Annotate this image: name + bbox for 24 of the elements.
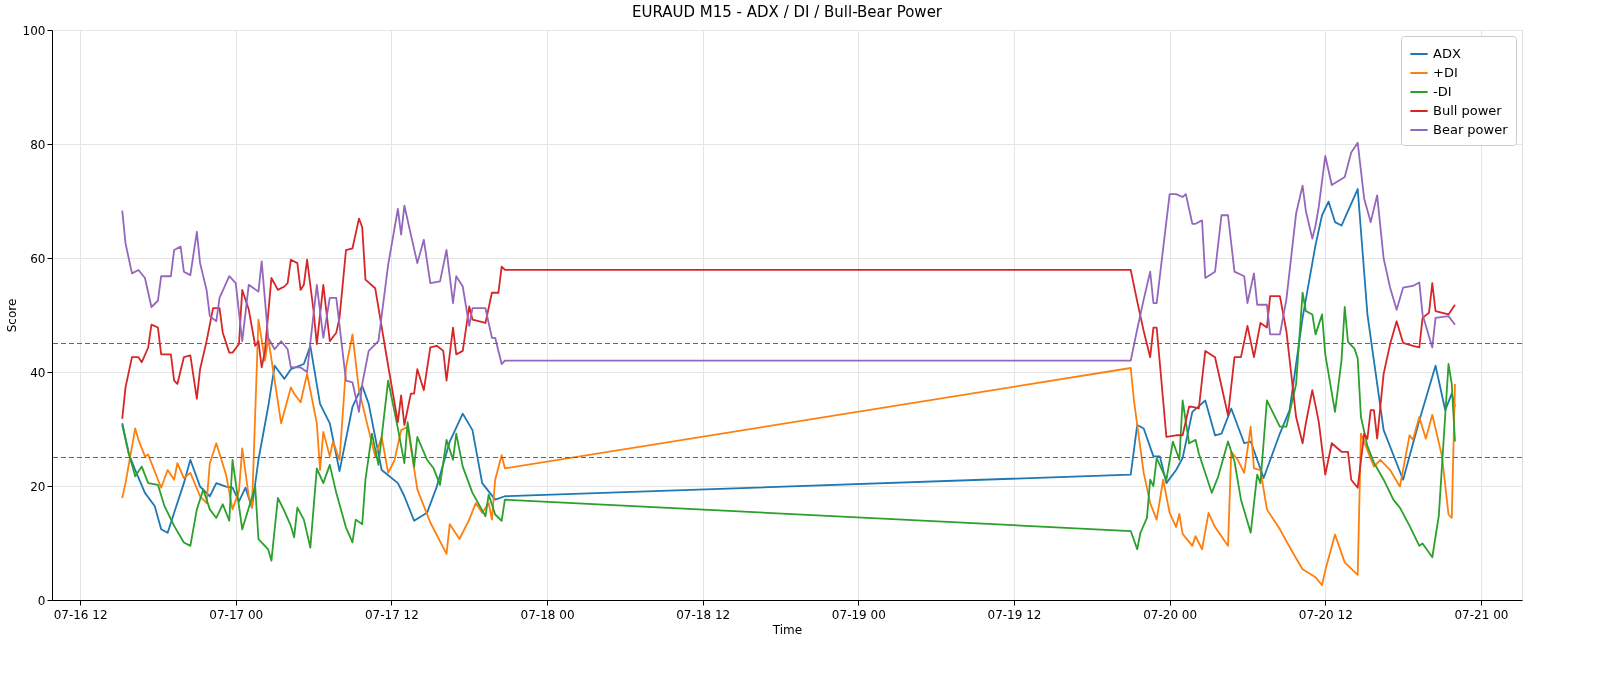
legend-label: Bear power	[1433, 122, 1509, 137]
x-tick-label: 07-20 00	[1143, 607, 1198, 622]
chart-title: EURAUD M15 - ADX / DI / Bull-Bear Power	[631, 3, 943, 21]
x-tick-label: 07-18 12	[676, 607, 731, 622]
x-tick-label: 07-16 12	[53, 607, 108, 622]
legend-label: +DI	[1433, 65, 1458, 80]
x-tick-label: 07-18 00	[520, 607, 575, 622]
y-tick-label: 80	[30, 137, 46, 152]
x-tick-label: 07-21 00	[1454, 607, 1509, 622]
y-tick-label: 20	[30, 479, 46, 494]
x-tick-label: 07-17 12	[364, 607, 419, 622]
y-tick-label: 100	[22, 23, 46, 38]
x-tick-label: 07-20 12	[1298, 607, 1353, 622]
y-tick-label: 0	[37, 593, 46, 608]
legend-label: -DI	[1433, 84, 1452, 99]
legend-label: Bull power	[1433, 103, 1503, 118]
x-tick-label: 07-19 00	[831, 607, 886, 622]
y-axis-title: Score	[4, 298, 19, 333]
x-axis-title: Time	[771, 622, 803, 637]
x-tick-label: 07-17 00	[209, 607, 264, 622]
y-tick-label: 60	[30, 251, 46, 266]
y-tick-label: 40	[30, 365, 46, 380]
legend-label: ADX	[1433, 46, 1461, 61]
x-tick-label: 07-19 12	[987, 607, 1042, 622]
